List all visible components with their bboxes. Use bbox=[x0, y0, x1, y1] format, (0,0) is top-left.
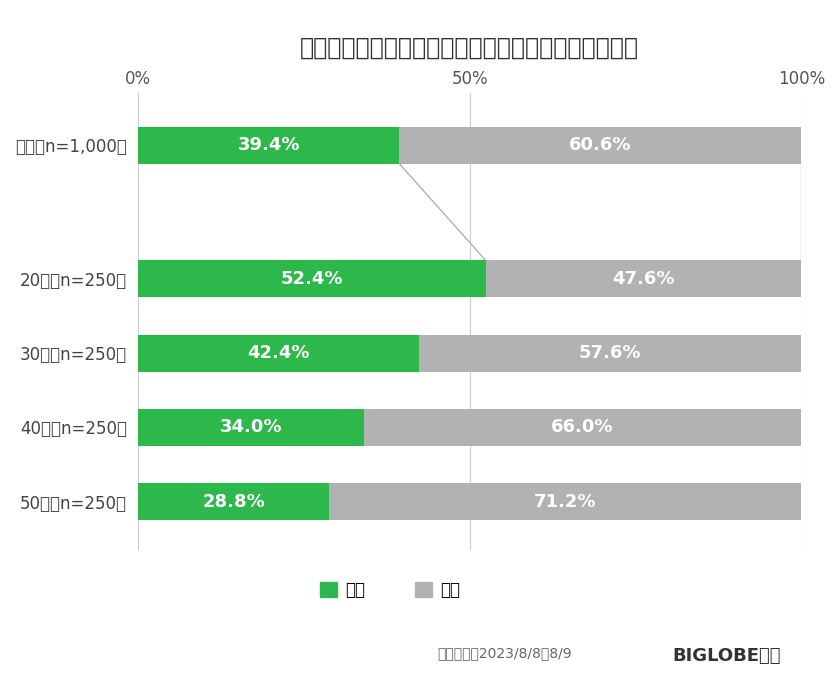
Text: 34.0%: 34.0% bbox=[219, 418, 282, 437]
Title: インターネット上に何かしらの投稿したことがあるか: インターネット上に何かしらの投稿したことがあるか bbox=[300, 35, 639, 60]
Text: 47.6%: 47.6% bbox=[612, 270, 675, 288]
Text: 66.0%: 66.0% bbox=[551, 418, 614, 437]
Bar bbox=[138, 334, 419, 372]
Bar bbox=[138, 127, 399, 164]
Bar bbox=[486, 261, 801, 297]
Bar bbox=[138, 261, 486, 297]
Text: 60.6%: 60.6% bbox=[570, 136, 632, 154]
Text: 71.2%: 71.2% bbox=[534, 493, 596, 510]
Text: 52.4%: 52.4% bbox=[281, 270, 343, 288]
Text: 調査期間：2023/8/8～8/9: 調査期間：2023/8/8～8/9 bbox=[437, 646, 571, 660]
Text: BIGLOBE調べ: BIGLOBE調べ bbox=[673, 647, 781, 665]
Bar bbox=[329, 483, 801, 520]
Bar bbox=[138, 409, 364, 446]
Bar bbox=[399, 127, 801, 164]
Bar bbox=[138, 483, 329, 520]
Text: 28.8%: 28.8% bbox=[202, 493, 265, 510]
Text: 42.4%: 42.4% bbox=[247, 344, 310, 362]
Bar bbox=[419, 334, 801, 372]
Text: 57.6%: 57.6% bbox=[579, 344, 642, 362]
Text: 39.4%: 39.4% bbox=[238, 136, 300, 154]
Bar bbox=[364, 409, 801, 446]
Legend: ある, ない: ある, ない bbox=[313, 574, 467, 605]
